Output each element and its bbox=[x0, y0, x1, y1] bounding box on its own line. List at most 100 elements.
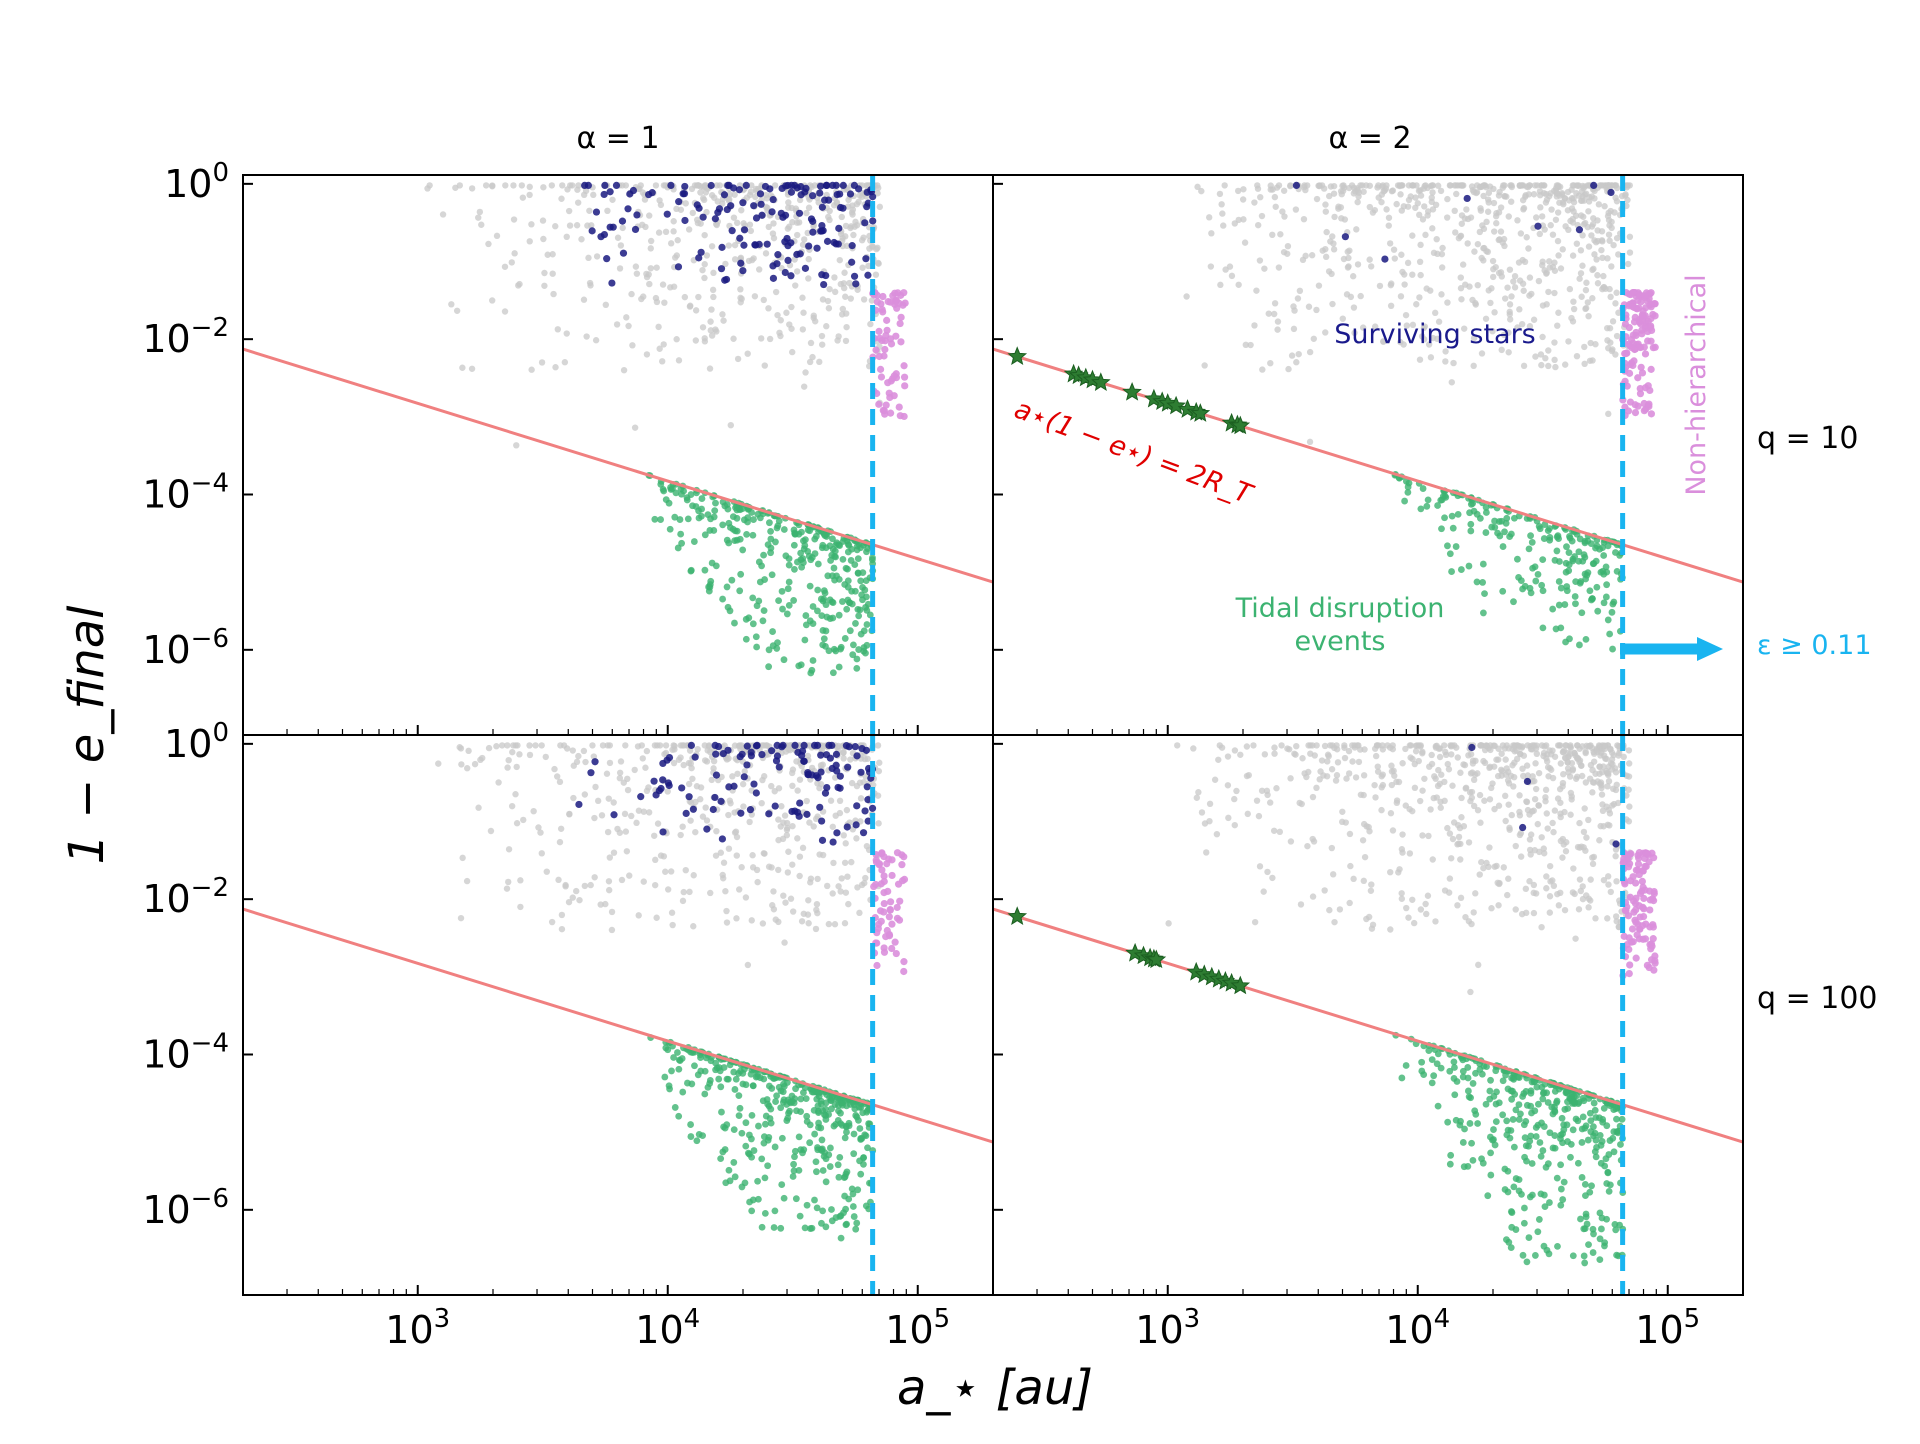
grey-point bbox=[1405, 914, 1412, 921]
grey-point bbox=[1569, 215, 1576, 223]
surviving-point bbox=[751, 241, 759, 249]
grey-point bbox=[1412, 194, 1419, 201]
nonhier-point bbox=[890, 372, 898, 380]
grey-point bbox=[493, 232, 501, 240]
tde-point bbox=[1552, 625, 1560, 633]
tde-point bbox=[784, 585, 792, 593]
grey-point bbox=[1402, 311, 1410, 319]
grey-point bbox=[760, 296, 767, 304]
grey-point bbox=[1608, 756, 1616, 763]
tde-point bbox=[723, 583, 731, 591]
tde-point bbox=[1428, 1056, 1436, 1064]
grey-point bbox=[1573, 352, 1581, 360]
grey-point bbox=[758, 799, 765, 807]
grey-point bbox=[1221, 182, 1228, 189]
grey-point bbox=[1512, 842, 1519, 850]
star-marker bbox=[1230, 415, 1251, 435]
tde-point bbox=[1545, 1250, 1553, 1258]
tde-point bbox=[864, 600, 872, 608]
surviving-point bbox=[801, 188, 809, 196]
tde-point bbox=[724, 603, 732, 611]
tde-point bbox=[1525, 545, 1533, 553]
surviving-point bbox=[679, 190, 687, 198]
tde-point bbox=[842, 1096, 850, 1104]
grey-point bbox=[657, 201, 665, 209]
grey-point bbox=[1610, 241, 1617, 249]
grey-point bbox=[511, 250, 518, 257]
grey-point bbox=[785, 199, 792, 206]
surviving-point bbox=[809, 192, 817, 200]
surviving-point bbox=[655, 787, 663, 795]
grey-point bbox=[1330, 182, 1338, 190]
nonhier-point bbox=[900, 853, 908, 861]
surviving-point bbox=[612, 181, 621, 190]
tde-point bbox=[764, 1162, 772, 1170]
grey-point bbox=[1441, 778, 1448, 786]
grey-point bbox=[857, 795, 865, 802]
nonhier-point bbox=[1638, 330, 1646, 338]
grey-point bbox=[1516, 792, 1523, 799]
grey-point bbox=[1625, 747, 1633, 754]
tde-point bbox=[1539, 1147, 1547, 1154]
grey-point bbox=[701, 335, 708, 342]
grey-point bbox=[604, 207, 611, 215]
nonhier-point bbox=[882, 401, 890, 409]
surviving-point bbox=[752, 214, 761, 222]
tde-point bbox=[798, 528, 805, 536]
grey-point bbox=[1572, 775, 1580, 782]
tidal-line bbox=[243, 907, 993, 1144]
nonhier-point bbox=[884, 887, 892, 895]
nonhier-point bbox=[1635, 925, 1644, 933]
tde-point bbox=[1579, 1113, 1587, 1121]
tde-point bbox=[1537, 1190, 1545, 1198]
grey-point bbox=[561, 359, 569, 366]
tde-point bbox=[1557, 584, 1565, 592]
grey-point bbox=[1580, 221, 1588, 228]
grey-point bbox=[1306, 438, 1314, 446]
tde-point bbox=[1569, 555, 1577, 563]
grey-point bbox=[1495, 802, 1503, 809]
grey-point bbox=[1463, 206, 1470, 213]
tde-point bbox=[1401, 497, 1409, 505]
tde-point bbox=[677, 530, 685, 538]
tde-point bbox=[1457, 566, 1465, 573]
nonhier-point bbox=[1636, 390, 1645, 398]
grey-point bbox=[800, 383, 808, 390]
grey-point bbox=[850, 231, 857, 239]
surviving-point bbox=[830, 238, 838, 247]
x-tick-label: 104 bbox=[1385, 1304, 1450, 1352]
grey-point bbox=[745, 257, 753, 265]
surviving-point bbox=[675, 198, 683, 206]
tde-point bbox=[767, 549, 774, 557]
grey-point bbox=[1507, 772, 1515, 779]
nonhier-point bbox=[872, 346, 880, 354]
grey-point bbox=[1581, 343, 1588, 351]
grey-point bbox=[1280, 187, 1288, 194]
grey-point bbox=[1216, 190, 1224, 198]
tde-point bbox=[1581, 1259, 1589, 1267]
grey-point bbox=[1273, 785, 1280, 792]
grey-point bbox=[805, 204, 813, 211]
nonhier-point bbox=[900, 289, 908, 297]
surviving-point bbox=[659, 759, 667, 768]
grey-point bbox=[1542, 786, 1550, 794]
grey-point bbox=[1562, 848, 1570, 855]
tde-point bbox=[1479, 609, 1487, 617]
tde-point bbox=[850, 1213, 858, 1220]
grey-point bbox=[1267, 359, 1274, 367]
tde-point bbox=[1561, 601, 1569, 608]
tde-point bbox=[736, 587, 744, 595]
grey-point bbox=[1473, 189, 1480, 197]
grey-point bbox=[1344, 264, 1352, 271]
grey-point bbox=[759, 920, 767, 927]
surviving-point bbox=[797, 183, 805, 191]
grey-point bbox=[1480, 757, 1487, 765]
grey-point bbox=[1404, 203, 1412, 210]
grey-point bbox=[505, 878, 512, 886]
grey-point bbox=[1346, 830, 1354, 838]
grey-point bbox=[1386, 240, 1394, 247]
grey-point bbox=[805, 920, 812, 927]
tde-point bbox=[841, 635, 849, 642]
tde-point bbox=[737, 570, 745, 578]
grey-point bbox=[679, 897, 687, 905]
